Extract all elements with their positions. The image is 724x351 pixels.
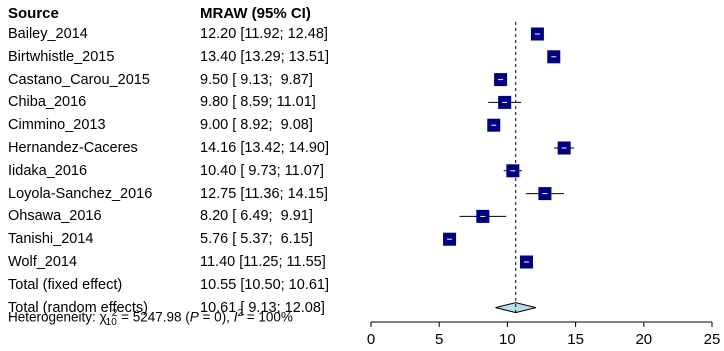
study-ci: 13.40 [13.29; 13.51] — [200, 48, 329, 65]
study-name: Loyola-Sanchez_2016 — [8, 185, 153, 202]
study-ci: 10.40 [ 9.73; 11.07] — [200, 162, 324, 179]
x-tick-label: 25 — [704, 331, 721, 348]
x-tick-label: 0 — [367, 331, 375, 348]
study-name: Tanishi_2014 — [8, 231, 94, 248]
x-tick-label: 10 — [499, 331, 516, 348]
total-ci: 10.55 [10.50; 10.61] — [200, 276, 329, 293]
study-ci: 11.40 [11.25; 11.55] — [200, 254, 326, 270]
effect-header: MRAW (95% CI) — [200, 5, 311, 22]
heterogeneity-text: Heterogeneity: χ102 = 5247.98 (P = 0), I… — [8, 308, 293, 329]
x-tick-label: 5 — [435, 331, 443, 348]
study-ci: 5.76 [ 5.37; 6.15] — [200, 231, 313, 248]
study-ci: 9.50 [ 9.13; 9.87] — [200, 71, 313, 88]
total-name: Total (random effects) — [8, 299, 148, 316]
pooled-diamond — [495, 302, 536, 314]
study-ci: 12.75 [11.36; 14.15] — [200, 185, 328, 202]
study-name: Wolf_2014 — [8, 254, 78, 270]
study-name: Bailey_2014 — [8, 26, 88, 42]
study-name: Chiba_2016 — [8, 94, 87, 111]
total-name: Total (fixed effect) — [8, 276, 123, 293]
study-ci: 9.80 [ 8.59; 11.01] — [200, 94, 316, 111]
study-name: Birtwhistle_2015 — [8, 48, 115, 65]
study-name: Castano_Carou_2015 — [8, 71, 150, 88]
study-name: Ohsawa_2016 — [8, 208, 102, 225]
study-ci: 14.16 [13.42; 14.90] — [200, 140, 329, 156]
x-tick-label: 20 — [635, 331, 652, 348]
study-name: Cimmino_2013 — [8, 117, 106, 134]
total-ci: 10.61 [ 9.13; 12.08] — [200, 299, 325, 316]
study-ci: 9.00 [ 8.92; 9.08] — [200, 117, 313, 134]
study-name: Hernandez-Caceres — [8, 140, 138, 156]
x-tick-label: 15 — [567, 331, 584, 348]
study-ci: 8.20 [ 6.49; 9.91] — [200, 208, 313, 225]
study-ci: 12.20 [11.92; 12.48] — [200, 26, 328, 42]
source-header: Source — [8, 5, 59, 22]
study-name: Iidaka_2016 — [8, 162, 88, 179]
